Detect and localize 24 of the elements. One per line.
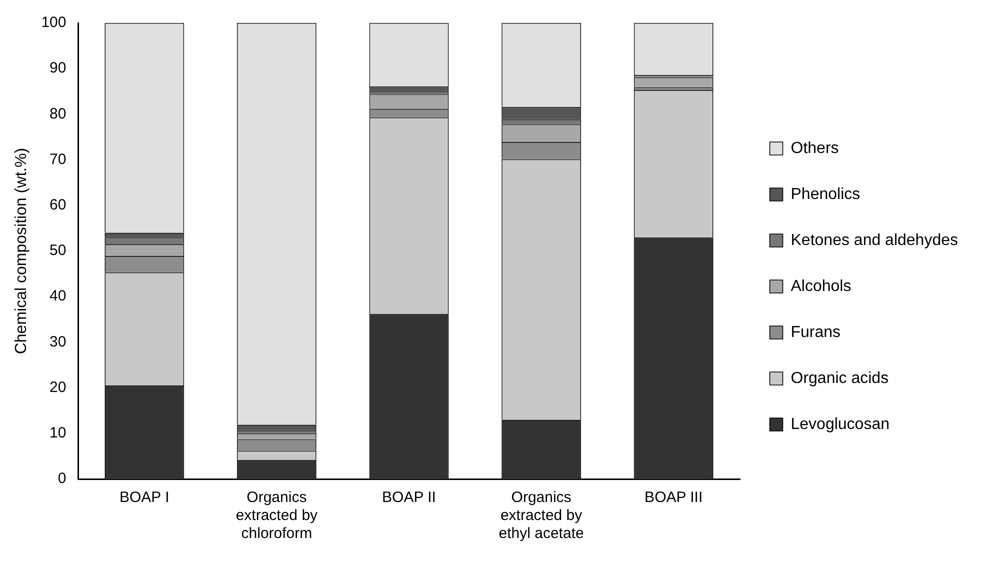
x-tick-label: BOAP III (644, 489, 703, 506)
y-tick-label: 80 (50, 105, 66, 122)
legend-label: Levoglucosan (790, 416, 890, 433)
x-tick-label: Organics extracted by ethyl acetate (498, 489, 584, 542)
y-tick-label: 30 (50, 333, 66, 350)
legend-label: Ketones and aldehydes (790, 232, 958, 249)
x-tick-label: BOAP II (382, 489, 436, 506)
x-tick-label: BOAP I (120, 489, 170, 506)
y-tick-label: 50 (50, 242, 66, 260)
x-tick-label: Organics extracted by chloroform (236, 489, 318, 542)
y-tick-label: 10 (50, 424, 66, 442)
y-tick-label: 70 (50, 150, 66, 168)
legend-label: Others (790, 140, 839, 157)
legend-label: Phenolics (790, 186, 860, 203)
legend-label: Furans (790, 324, 841, 341)
y-tick-label: 90 (50, 60, 66, 77)
y-tick-label: 20 (50, 378, 66, 396)
y-axis-title: Chemical composition (wt.%) (13, 148, 30, 354)
y-tick-label: 40 (50, 288, 66, 305)
legend-label: Alcohols (790, 278, 852, 295)
y-tick-label: 60 (50, 196, 66, 214)
legend-label: Organic acids (790, 370, 889, 387)
y-tick-label: 0 (58, 470, 66, 488)
y-tick-label: 100 (41, 14, 66, 32)
